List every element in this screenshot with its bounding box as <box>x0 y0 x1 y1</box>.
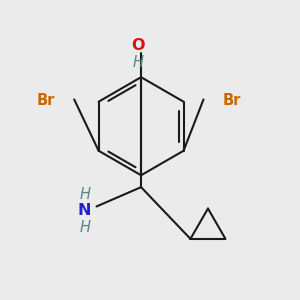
Text: O: O <box>131 38 145 53</box>
Text: H: H <box>79 220 90 235</box>
Text: H: H <box>133 56 144 70</box>
Text: H: H <box>79 187 90 202</box>
Text: N: N <box>78 203 92 218</box>
Text: Br: Br <box>37 94 55 109</box>
Text: Br: Br <box>223 94 241 109</box>
